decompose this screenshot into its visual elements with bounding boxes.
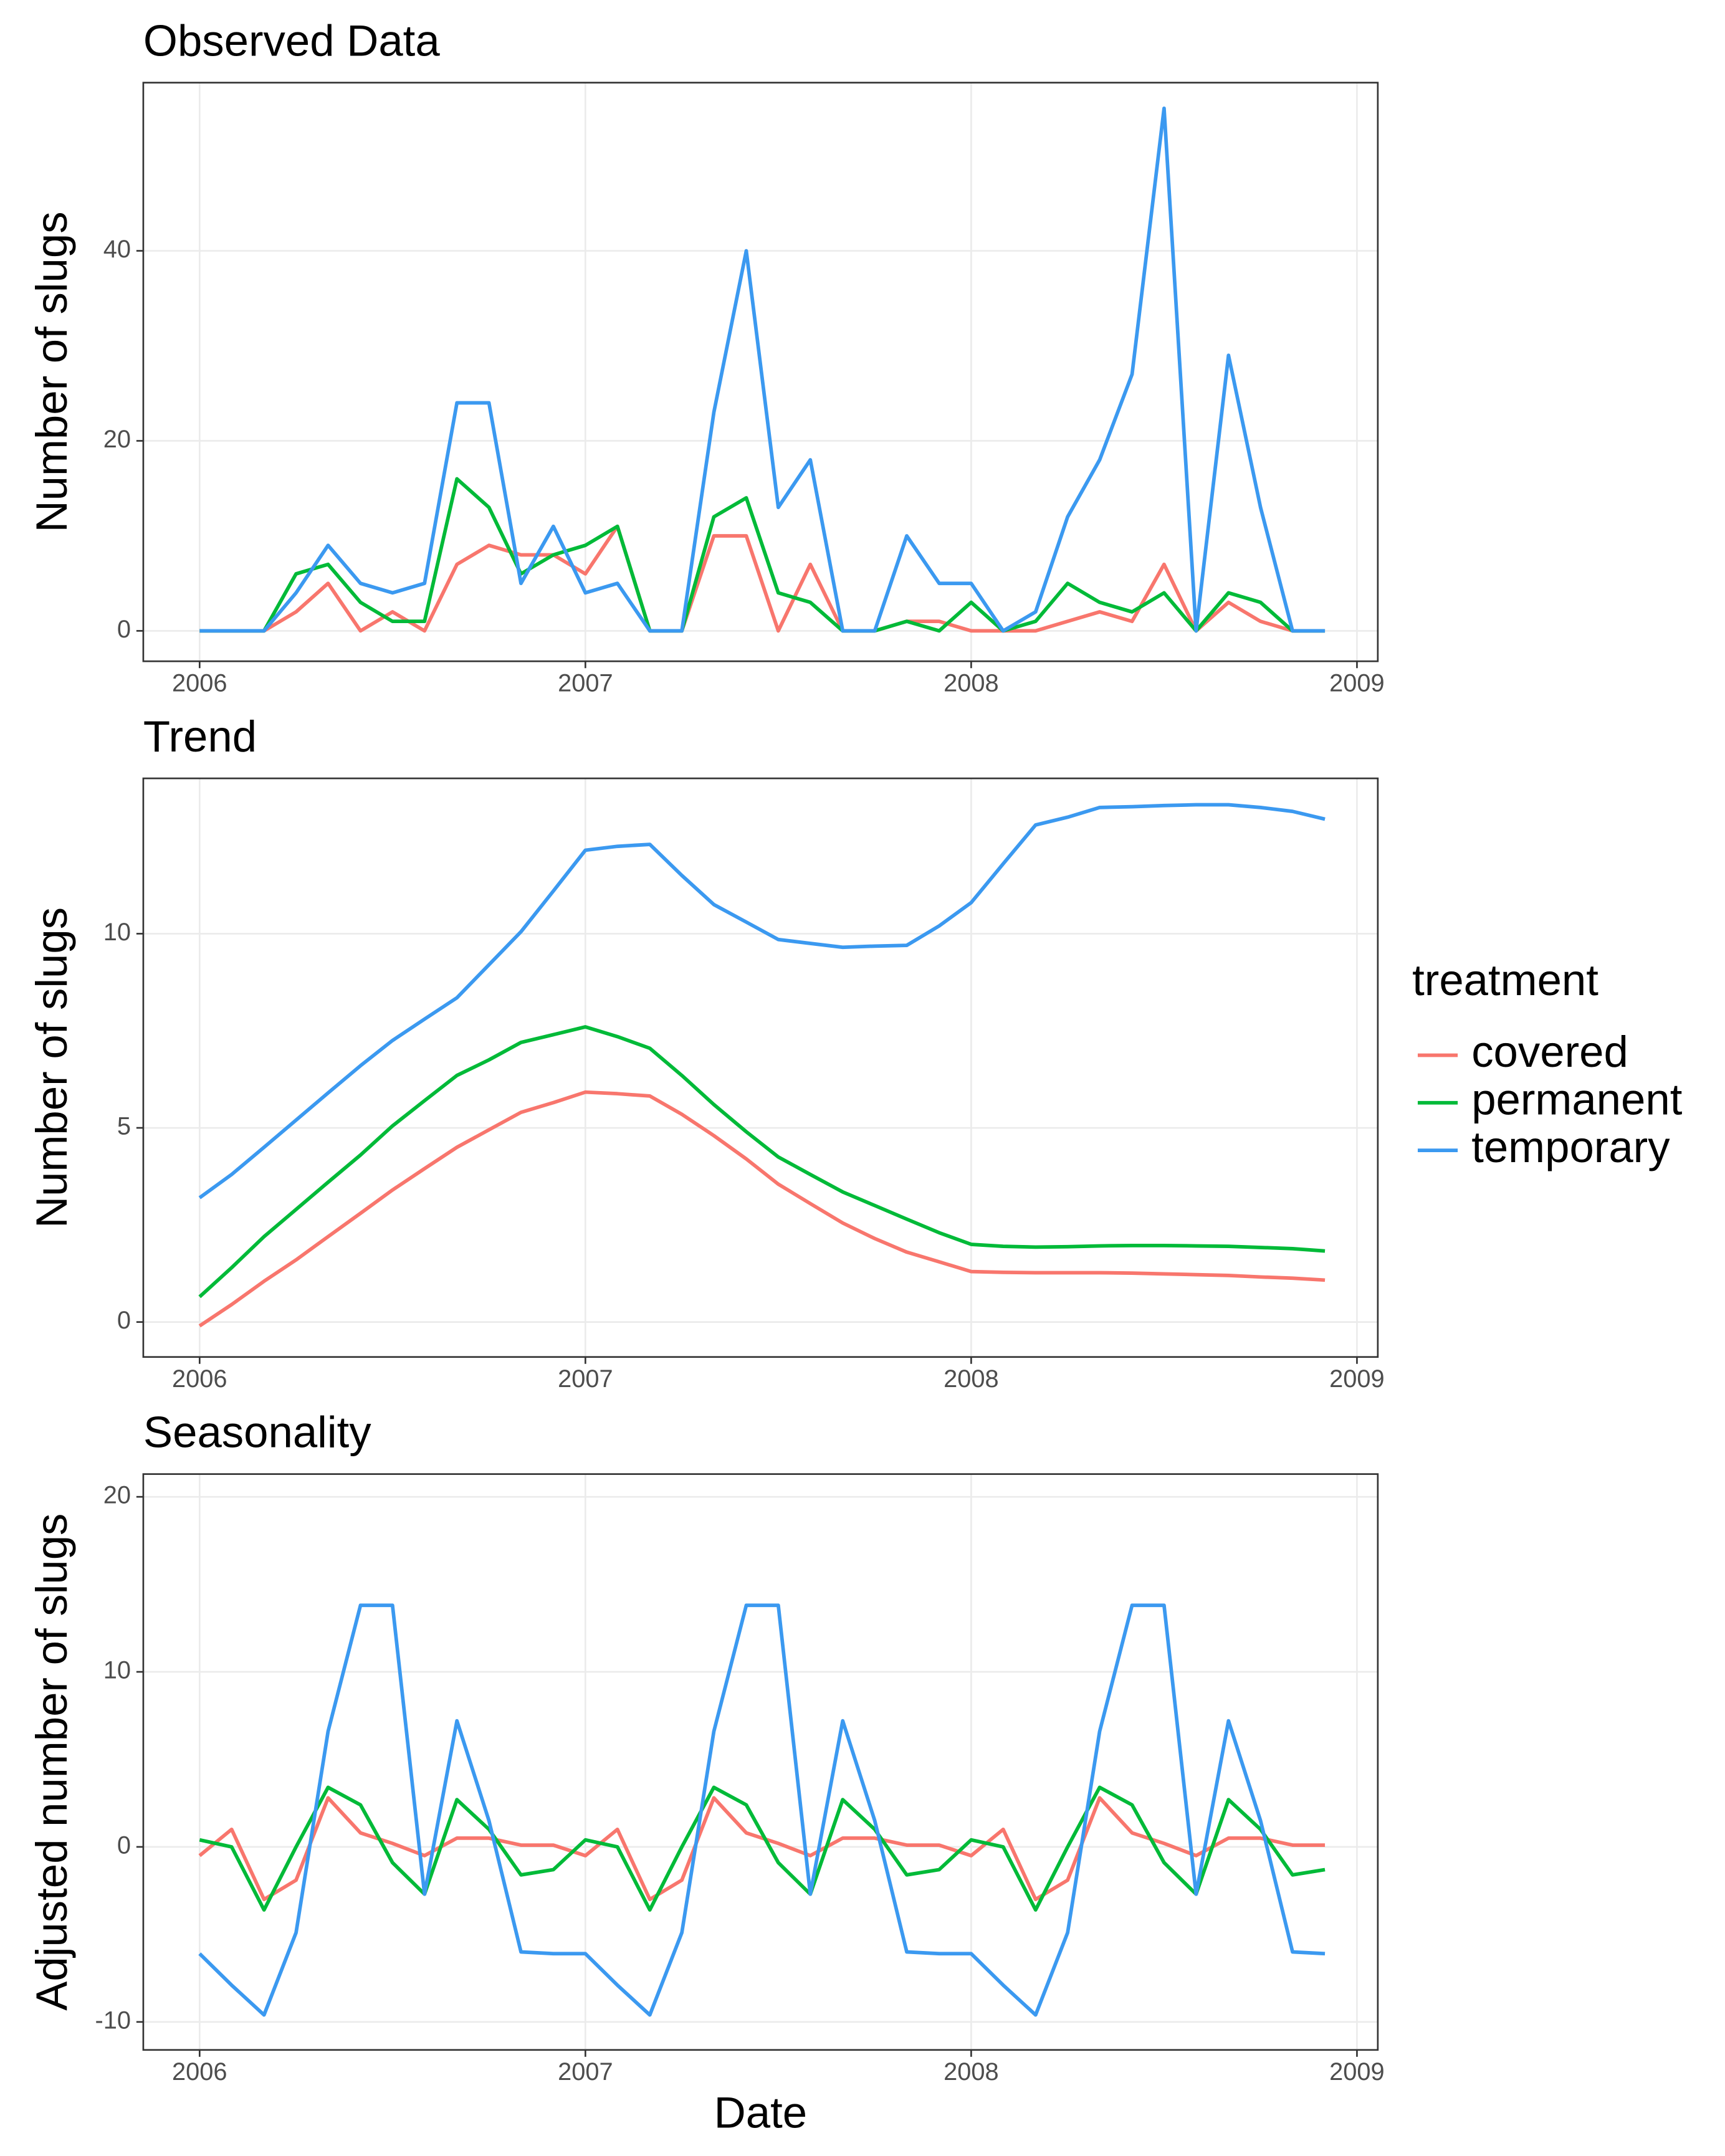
x-tick-label: 2009 xyxy=(1329,669,1385,697)
y-tick-label: 20 xyxy=(103,1482,131,1509)
y-tick-label: 10 xyxy=(103,918,131,946)
legend-title: treatment xyxy=(1412,955,1598,1004)
data-line xyxy=(199,477,1326,633)
panel-border xyxy=(142,777,1379,1358)
x-tick-label: 2006 xyxy=(172,2058,227,2086)
x-tick-label: 2008 xyxy=(944,669,999,697)
x-tick-label: 2007 xyxy=(558,2058,613,2086)
chart-title: Observed Data xyxy=(143,16,440,65)
data-line xyxy=(198,1025,1326,1299)
chart-title: Seasonality xyxy=(143,1407,371,1456)
y-axis-label: Number of slugs xyxy=(27,907,76,1228)
y-axis-label: Adjusted number of slugs xyxy=(27,1514,76,2011)
legend-label: covered xyxy=(1471,1027,1628,1076)
x-tick-label: 2007 xyxy=(558,669,613,697)
x-tick-label: 2008 xyxy=(944,2058,999,2086)
data-line xyxy=(198,803,1326,1200)
x-tick-label: 2009 xyxy=(1329,2058,1385,2086)
y-tick-label: 0 xyxy=(117,616,131,643)
y-tick-label: -10 xyxy=(95,2006,131,2034)
y-tick-label: 10 xyxy=(103,1657,131,1684)
plot-background xyxy=(143,1474,1378,2050)
x-tick-label: 2007 xyxy=(558,1365,613,1393)
data-line xyxy=(198,1603,1326,2017)
x-axis-label: Date xyxy=(714,2088,807,2137)
x-tick-label: 2008 xyxy=(944,1365,999,1393)
data-line xyxy=(198,1796,1326,1902)
y-axis-label: Number of slugs xyxy=(27,211,76,532)
data-line xyxy=(199,106,1326,633)
plot-background xyxy=(143,778,1378,1357)
y-tick-label: 0 xyxy=(117,1831,131,1859)
y-tick-label: 40 xyxy=(103,236,131,263)
x-tick-label: 2006 xyxy=(172,669,227,697)
panel-border xyxy=(142,82,1379,662)
data-line xyxy=(198,1090,1326,1328)
chart-title: Trend xyxy=(143,712,257,761)
y-tick-label: 0 xyxy=(117,1307,131,1334)
data-line xyxy=(199,1785,1326,1912)
x-tick-label: 2006 xyxy=(172,1365,227,1393)
data-line xyxy=(199,524,1326,633)
x-tick-label: 2009 xyxy=(1329,1365,1385,1393)
legend-label: permanent xyxy=(1471,1074,1683,1123)
y-tick-label: 20 xyxy=(103,426,131,453)
y-tick-label: 5 xyxy=(117,1113,131,1140)
panel-border xyxy=(142,1473,1379,2051)
legend-label: temporary xyxy=(1471,1122,1670,1171)
